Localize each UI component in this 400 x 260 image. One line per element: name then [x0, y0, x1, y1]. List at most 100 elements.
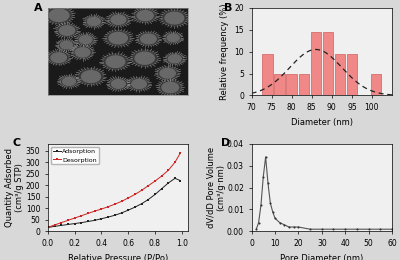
- Circle shape: [75, 48, 90, 57]
- Adsorption: [173, 177, 178, 180]
- Adsorption: [92, 219, 97, 222]
- Circle shape: [112, 80, 125, 88]
- Circle shape: [77, 34, 94, 45]
- Adsorption: [139, 202, 144, 205]
- Legend: Adsorption, Desorption: Adsorption, Desorption: [51, 147, 99, 165]
- Circle shape: [49, 9, 69, 22]
- Desorption: [66, 219, 70, 222]
- Desorption: [72, 217, 77, 220]
- Circle shape: [108, 14, 128, 26]
- Desorption: [112, 203, 117, 206]
- Text: D: D: [221, 139, 230, 148]
- Line: Desorption: Desorption: [48, 152, 182, 228]
- Circle shape: [60, 76, 78, 87]
- Text: C: C: [13, 139, 21, 148]
- Desorption: [159, 174, 164, 178]
- Circle shape: [106, 30, 130, 46]
- Circle shape: [60, 41, 72, 49]
- Adsorption: [119, 211, 124, 214]
- Circle shape: [138, 32, 159, 45]
- Bar: [298, 74, 309, 95]
- Adsorption: [106, 216, 110, 219]
- Adsorption: [59, 224, 64, 227]
- Circle shape: [85, 16, 102, 27]
- Adsorption: [86, 220, 90, 223]
- Adsorption: [47, 226, 52, 229]
- Desorption: [86, 212, 90, 215]
- Desorption: [152, 180, 157, 183]
- Desorption: [119, 200, 124, 203]
- Bar: [335, 54, 345, 95]
- Circle shape: [57, 24, 77, 37]
- Text: A: A: [34, 3, 42, 12]
- Adsorption: [146, 198, 151, 201]
- Bar: [310, 32, 321, 95]
- Adsorption: [152, 193, 157, 196]
- X-axis label: Pore Diameter (nm): Pore Diameter (nm): [280, 254, 364, 260]
- Circle shape: [162, 10, 187, 26]
- Circle shape: [87, 17, 100, 25]
- Desorption: [52, 223, 57, 226]
- Circle shape: [158, 67, 178, 80]
- Line: Adsorption: Adsorption: [48, 177, 182, 229]
- Circle shape: [60, 26, 75, 35]
- Circle shape: [168, 55, 181, 63]
- Desorption: [139, 189, 144, 192]
- Circle shape: [159, 81, 181, 94]
- Desorption: [59, 221, 64, 224]
- Circle shape: [73, 46, 92, 59]
- Circle shape: [51, 53, 66, 62]
- Desorption: [79, 214, 84, 217]
- Adsorption: [52, 225, 57, 228]
- Circle shape: [165, 33, 181, 43]
- Circle shape: [134, 9, 156, 22]
- Circle shape: [46, 7, 72, 24]
- Desorption: [126, 196, 131, 199]
- Adsorption: [112, 214, 117, 217]
- Circle shape: [132, 50, 158, 66]
- Bar: [322, 32, 333, 95]
- Circle shape: [137, 11, 153, 21]
- Adsorption: [79, 221, 84, 224]
- Desorption: [132, 193, 137, 196]
- Circle shape: [165, 12, 184, 24]
- Circle shape: [135, 52, 154, 64]
- Circle shape: [141, 34, 156, 44]
- Y-axis label: dV/dD Pore Volume
(cm³/g·nm): dV/dD Pore Volume (cm³/g·nm): [206, 147, 226, 228]
- Y-axis label: Relative frequency (%): Relative frequency (%): [220, 3, 229, 100]
- Text: B: B: [224, 3, 232, 12]
- Adsorption: [99, 217, 104, 220]
- Bar: [286, 74, 297, 95]
- Circle shape: [109, 78, 128, 90]
- Desorption: [173, 161, 178, 164]
- Bar: [371, 74, 381, 95]
- Circle shape: [79, 36, 92, 44]
- Circle shape: [78, 69, 104, 84]
- Circle shape: [48, 51, 69, 64]
- Circle shape: [109, 32, 127, 44]
- Circle shape: [162, 82, 178, 93]
- Adsorption: [159, 187, 164, 190]
- Circle shape: [82, 71, 100, 82]
- Adsorption: [178, 179, 183, 182]
- Bar: [262, 54, 273, 95]
- Circle shape: [106, 56, 125, 68]
- Desorption: [166, 169, 171, 172]
- Circle shape: [58, 40, 74, 50]
- Y-axis label: Quantity Adsorbed
(cm³/g STP): Quantity Adsorbed (cm³/g STP): [5, 148, 24, 227]
- Bar: [347, 54, 357, 95]
- Desorption: [47, 225, 52, 228]
- Adsorption: [166, 181, 171, 185]
- Circle shape: [166, 53, 183, 64]
- Desorption: [106, 205, 110, 208]
- Desorption: [99, 207, 104, 211]
- Circle shape: [62, 77, 76, 85]
- Circle shape: [111, 15, 126, 24]
- X-axis label: Diameter (nm): Diameter (nm): [291, 118, 353, 127]
- Desorption: [178, 151, 183, 154]
- Adsorption: [126, 209, 131, 212]
- Circle shape: [129, 78, 149, 90]
- Adsorption: [66, 223, 70, 226]
- Circle shape: [167, 34, 179, 42]
- Circle shape: [132, 79, 146, 89]
